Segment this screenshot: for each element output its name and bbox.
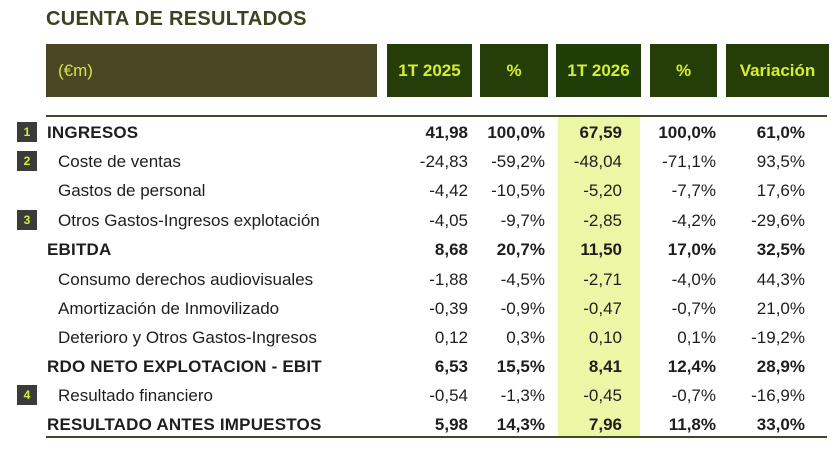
table-row-gastos-de-personal: Gastos de personal -4,42 -10,5% -5,20 -7,7% 1… bbox=[0, 176, 840, 205]
cell-pct-1t2026: -0,7% bbox=[671, 299, 716, 318]
cell-pct-1t2026: 12,4% bbox=[667, 357, 716, 376]
header-col-1t2025: 1T 2025 bbox=[387, 44, 472, 97]
row-number-badge: 1 bbox=[17, 122, 37, 142]
cell-value-1t2025: 8,68 bbox=[434, 240, 468, 259]
row-label: Consumo derechos audiovisuales bbox=[58, 270, 314, 289]
table-row-deterioro-y-otros-gastos-ingresos: Deterioro y Otros Gastos-Ingresos 0,12 0,3… bbox=[0, 323, 840, 352]
cell-value-1t2026: 0,10 bbox=[588, 328, 622, 347]
cell-variacion: 17,6% bbox=[756, 181, 805, 200]
row-number-badge: 4 bbox=[17, 385, 37, 405]
row-label: Resultado financiero bbox=[58, 386, 213, 405]
cell-value-1t2026: 67,59 bbox=[579, 123, 622, 142]
cell-pct-1t2025: -9,7% bbox=[500, 211, 545, 230]
header-col-1t2026: 1T 2026 bbox=[556, 44, 641, 97]
cell-variacion: 28,9% bbox=[756, 357, 805, 376]
table-row-consumo-derechos-audiovisuales: Consumo derechos audiovisuales -1,88 -4,5%… bbox=[0, 265, 840, 294]
table-row-resultado-antes-impuestos: RESULTADO ANTES IMPUESTOS 5,98 14,3% 7,96 11… bbox=[0, 410, 840, 439]
cell-pct-1t2025: -1,3% bbox=[500, 386, 545, 405]
table-row-otros-gastos-ingresos-explotacion: 3 Otros Gastos-Ingresos explotación -4,05 -… bbox=[0, 206, 840, 235]
cell-value-1t2025: 0,12 bbox=[434, 328, 468, 347]
table-top-rule bbox=[46, 115, 827, 117]
table-row-ingresos: 1 INGRESOS 41,98 100,0% 67,59 100,0% 61,0% bbox=[0, 118, 840, 147]
cell-pct-1t2025: -0,9% bbox=[500, 299, 545, 318]
cell-value-1t2025: 5,98 bbox=[434, 415, 468, 434]
cell-value-1t2025: 41,98 bbox=[425, 123, 468, 142]
cell-pct-1t2026: 100,0% bbox=[658, 123, 716, 142]
row-number-badge: 3 bbox=[17, 210, 37, 230]
cell-variacion: 93,5% bbox=[756, 152, 805, 171]
cell-value-1t2026: -5,20 bbox=[583, 181, 622, 200]
cell-variacion: 32,5% bbox=[756, 240, 805, 259]
row-label: Amortización de Inmovilizado bbox=[58, 299, 280, 318]
cell-pct-1t2025: 20,7% bbox=[496, 240, 545, 259]
cell-variacion: 61,0% bbox=[756, 123, 805, 142]
table-row-amortizacion-de-inmovilizado: Amortización de Inmovilizado -0,39 -0,9% -0… bbox=[0, 294, 840, 323]
cell-pct-1t2026: -4,0% bbox=[671, 270, 716, 289]
cell-value-1t2025: -4,05 bbox=[429, 211, 468, 230]
cell-value-1t2026: -2,71 bbox=[583, 270, 622, 289]
cell-pct-1t2025: 14,3% bbox=[496, 415, 545, 434]
table-row-coste-de-ventas: 2 Coste de ventas -24,83 -59,2% -48,04 -71,1%… bbox=[0, 147, 840, 176]
cell-pct-1t2026: -71,1% bbox=[662, 152, 716, 171]
table-bottom-rule bbox=[46, 436, 827, 438]
row-label: Gastos de personal bbox=[58, 181, 206, 200]
header-col-variacion: Variación bbox=[726, 44, 829, 97]
cell-value-1t2025: -1,88 bbox=[429, 270, 468, 289]
cell-pct-1t2026: -7,7% bbox=[671, 181, 716, 200]
row-label: Coste de ventas bbox=[58, 152, 181, 171]
row-label: Deterioro y Otros Gastos-Ingresos bbox=[58, 328, 317, 347]
row-label: RESULTADO ANTES IMPUESTOS bbox=[47, 415, 322, 434]
cell-pct-1t2025: 15,5% bbox=[496, 357, 545, 376]
table-row-rdo-neto-explotacion-ebit: RDO NETO EXPLOTACION - EBIT 6,53 15,5% 8,41… bbox=[0, 352, 840, 381]
row-label: EBITDA bbox=[47, 240, 112, 259]
cell-variacion: 21,0% bbox=[756, 299, 805, 318]
cell-value-1t2026: -0,47 bbox=[583, 299, 622, 318]
table-row-resultado-financiero: 4 Resultado financiero -0,54 -1,3% -0,45 -0,7… bbox=[0, 381, 840, 410]
cell-value-1t2026: -0,45 bbox=[583, 386, 622, 405]
cell-variacion: 33,0% bbox=[756, 415, 805, 434]
cell-variacion: -16,9% bbox=[751, 386, 805, 405]
cell-value-1t2025: -4,42 bbox=[429, 181, 468, 200]
cell-value-1t2026: 7,96 bbox=[588, 415, 622, 434]
row-label: RDO NETO EXPLOTACION - EBIT bbox=[47, 357, 322, 376]
highlight-column-1t2026 bbox=[558, 117, 640, 436]
header-col-pct-2026: % bbox=[650, 44, 717, 97]
cell-variacion: 44,3% bbox=[756, 270, 805, 289]
row-label: INGRESOS bbox=[47, 123, 139, 142]
cell-value-1t2025: -0,54 bbox=[429, 386, 468, 405]
cell-pct-1t2025: 0,3% bbox=[506, 328, 545, 347]
row-label: Otros Gastos-Ingresos explotación bbox=[58, 211, 320, 230]
cell-pct-1t2025: -59,2% bbox=[491, 152, 545, 171]
cell-pct-1t2026: 11,8% bbox=[668, 415, 716, 434]
cell-value-1t2026: 8,41 bbox=[588, 357, 622, 376]
cell-pct-1t2025: 100,0% bbox=[487, 123, 545, 142]
cell-pct-1t2026: -0,7% bbox=[671, 386, 716, 405]
row-number-badge: 2 bbox=[17, 151, 37, 171]
cell-value-1t2025: -24,83 bbox=[419, 152, 468, 171]
cell-value-1t2026: -2,85 bbox=[583, 211, 622, 230]
cell-value-1t2026: 11,50 bbox=[580, 240, 622, 259]
cell-pct-1t2026: -4,2% bbox=[671, 211, 716, 230]
cell-variacion: -29,6% bbox=[751, 211, 805, 230]
header-col-pct-2025: % bbox=[480, 44, 548, 97]
cell-pct-1t2026: 0,1% bbox=[677, 328, 716, 347]
slide-title: CUENTA DE RESULTADOS bbox=[46, 8, 307, 30]
table-row-ebitda: EBITDA 8,68 20,7% 11,50 17,0% 32,5% bbox=[0, 235, 840, 264]
cell-variacion: -19,2% bbox=[751, 328, 805, 347]
cell-value-1t2025: -0,39 bbox=[429, 299, 468, 318]
cell-value-1t2026: -48,04 bbox=[573, 152, 622, 171]
cell-pct-1t2026: 17,0% bbox=[667, 240, 716, 259]
cell-pct-1t2025: -4,5% bbox=[500, 270, 545, 289]
cell-value-1t2025: 6,53 bbox=[434, 357, 468, 376]
cell-pct-1t2025: -10,5% bbox=[491, 181, 545, 200]
header-units-label: (€m) bbox=[46, 44, 377, 97]
